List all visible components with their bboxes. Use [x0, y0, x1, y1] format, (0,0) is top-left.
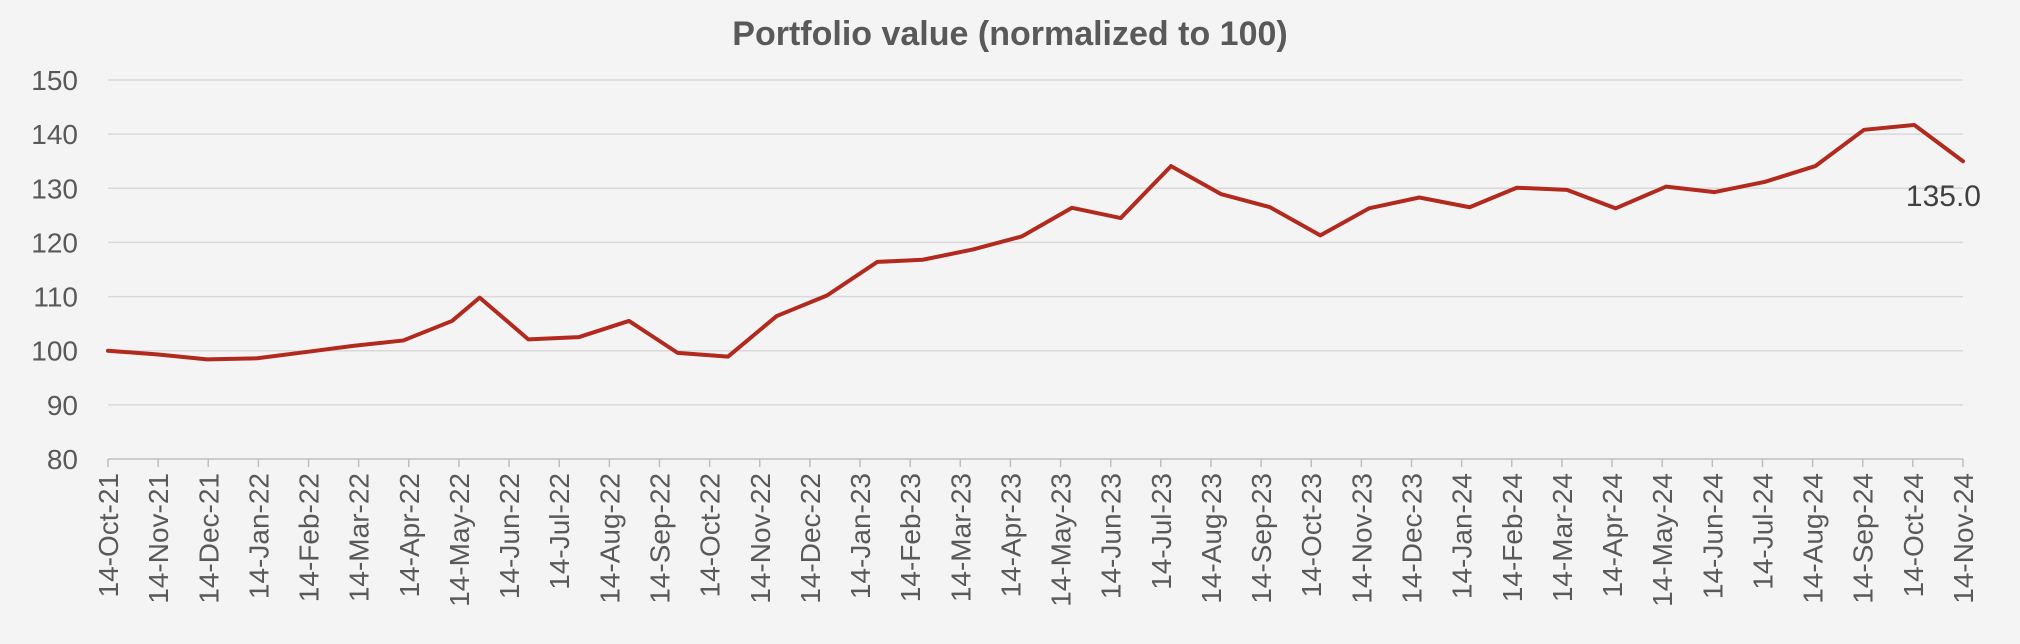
x-tick-label: 14-Mar-22 [344, 473, 375, 602]
y-tick-label: 140 [31, 119, 78, 150]
x-tick-label: 14-Aug-24 [1798, 473, 1829, 604]
x-tick-label: 14-Feb-23 [895, 473, 926, 602]
y-tick-label: 120 [31, 227, 78, 258]
x-tick-label: 14-Dec-22 [795, 473, 826, 604]
x-tick-label: 14-Mar-24 [1547, 473, 1578, 602]
last-value-label: 135.0 [1906, 180, 1981, 213]
x-tick-label: 14-Mar-23 [945, 473, 976, 602]
y-tick-label: 90 [47, 390, 78, 421]
x-tick-label: 14-Aug-22 [594, 473, 625, 604]
x-tick-label: 14-Jan-22 [243, 473, 274, 599]
x-tick-label: 14-Sep-24 [1848, 473, 1879, 604]
x-tick-label: 14-Nov-24 [1948, 473, 1979, 604]
x-tick-label: 14-Jun-22 [494, 473, 525, 599]
plot-area [106, 122, 1965, 362]
x-tick-label: 14-Oct-22 [695, 473, 726, 598]
x-tick-label: 14-Jun-23 [1096, 473, 1127, 599]
x-tick-label: 14-Jul-22 [544, 473, 575, 590]
y-tick-label: 100 [31, 336, 78, 367]
x-tick-label: 14-Feb-24 [1497, 473, 1528, 602]
data-labels: 135.0 [1906, 180, 1981, 213]
x-tick-label: 14-Oct-24 [1898, 473, 1929, 598]
x-tick-label: 14-Oct-21 [93, 473, 124, 598]
x-tick-label: 14-Feb-22 [294, 473, 325, 602]
y-tick-label: 130 [31, 173, 78, 204]
x-tick-label: 14-Aug-23 [1196, 473, 1227, 604]
x-tick-label: 14-Dec-23 [1397, 473, 1428, 604]
x-tick-label: 14-Jan-24 [1447, 473, 1478, 599]
y-tick-label: 80 [47, 444, 78, 475]
x-tick-label: 14-Dec-21 [193, 473, 224, 604]
x-tick-label: 14-Sep-23 [1246, 473, 1277, 604]
x-tick-label: 14-Jun-24 [1697, 473, 1728, 599]
x-tick-label: 14-Sep-22 [644, 473, 675, 604]
x-tick-label: 14-Apr-24 [1597, 473, 1628, 598]
x-tick-label: 14-May-24 [1647, 473, 1678, 607]
x-tick-label: 14-Jul-24 [1747, 473, 1778, 590]
y-axis: 80 90 100 110 120 130 140 150 [31, 65, 78, 475]
x-tick-label: 14-Nov-23 [1346, 473, 1377, 604]
x-axis: 14-Oct-21 14-Nov-21 14-Dec-21 14-Jan-22 14-F… [93, 458, 1979, 607]
x-tick-label: 14-May-22 [444, 473, 475, 607]
x-tick-label: 14-Nov-21 [143, 473, 174, 604]
y-tick-label: 110 [33, 282, 78, 313]
x-tick-label: 14-Oct-23 [1296, 473, 1327, 598]
x-tick-label: 14-Apr-22 [394, 473, 425, 598]
x-tick-label: 14-May-23 [1046, 473, 1077, 607]
x-tick-label: 14-Apr-23 [995, 473, 1026, 598]
x-tick-label: 14-Nov-22 [745, 473, 776, 604]
x-tick-label: 14-Jul-23 [1146, 473, 1177, 590]
series-line [106, 122, 1965, 362]
y-tick-label: 150 [31, 65, 78, 96]
grid-lines [108, 79, 1963, 406]
chart-title: Portfolio value (normalized to 100) [732, 15, 1287, 53]
x-tick-label: 14-Jan-23 [845, 473, 876, 599]
